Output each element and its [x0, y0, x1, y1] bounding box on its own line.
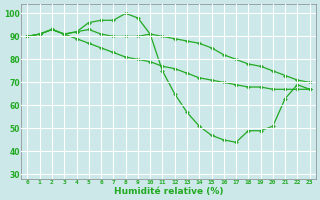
X-axis label: Humidité relative (%): Humidité relative (%) [114, 187, 223, 196]
